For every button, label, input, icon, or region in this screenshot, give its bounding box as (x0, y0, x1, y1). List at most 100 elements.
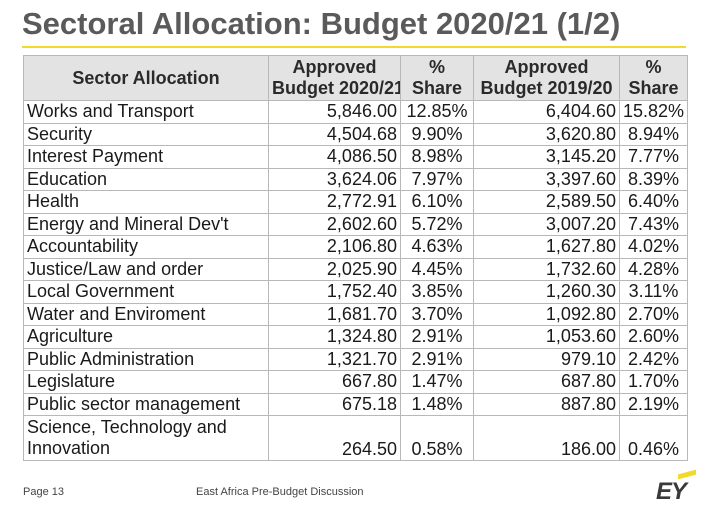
share-2021: 6.10% (400, 190, 474, 214)
sector-name: Public sector management (23, 392, 269, 416)
share-2021: 8.98% (400, 145, 474, 169)
page-number: Page 13 (23, 486, 64, 498)
budget-2020: 3,145.20 (473, 145, 620, 169)
budget-2020: 6,404.60 (473, 100, 620, 124)
share-2021: 3.85% (400, 280, 474, 304)
sector-name: Energy and Mineral Dev't (23, 212, 269, 236)
table-row: Accountability 2,106.80 4.63% 1,627.80 4… (23, 235, 688, 259)
header-share-2020: % Share (619, 55, 688, 101)
budget-2021: 2,602.60 (268, 212, 401, 236)
table-row: Interest Payment 4,086.50 8.98% 3,145.20… (23, 145, 688, 169)
budget-2020: 1,092.80 (473, 302, 620, 326)
sector-name: Education (23, 167, 269, 191)
budget-2020: 3,620.80 (473, 122, 620, 146)
budget-2020: 1,260.30 (473, 280, 620, 304)
sector-name: Water and Enviroment (23, 302, 269, 326)
budget-2020: 3,397.60 (473, 167, 620, 191)
budget-2020: 1,732.60 (473, 257, 620, 281)
share-2021: 2.91% (400, 347, 474, 371)
table-row: Works and Transport 5,846.00 12.85% 6,40… (23, 100, 688, 124)
budget-2021: 675.18 (268, 392, 401, 416)
share-2021: 7.97% (400, 167, 474, 191)
share-2020: 4.28% (619, 257, 688, 281)
budget-2021: 264.50 (268, 415, 401, 461)
budget-2020: 1,627.80 (473, 235, 620, 259)
budget-2021: 5,846.00 (268, 100, 401, 124)
table-header-row: Sector Allocation Approved Budget 2020/21… (23, 55, 688, 101)
table-row: Justice/Law and order 2,025.90 4.45% 1,7… (23, 257, 688, 281)
share-2021: 0.58% (400, 415, 474, 461)
budget-2020: 2,589.50 (473, 190, 620, 214)
share-2020: 1.70% (619, 370, 688, 394)
share-2020: 15.82% (619, 100, 688, 124)
share-2020: 7.43% (619, 212, 688, 236)
share-2020: 2.60% (619, 325, 688, 349)
share-2021: 2.91% (400, 325, 474, 349)
table-row: Public sector management 675.18 1.48% 88… (23, 392, 688, 416)
sector-name: Security (23, 122, 269, 146)
sector-name: Justice/Law and order (23, 257, 269, 281)
title-underline (22, 46, 686, 48)
budget-2021: 1,752.40 (268, 280, 401, 304)
table-row: Water and Enviroment 1,681.70 3.70% 1,09… (23, 302, 688, 326)
share-2020: 2.70% (619, 302, 688, 326)
budget-2020: 979.10 (473, 347, 620, 371)
budget-2021: 1,321.70 (268, 347, 401, 371)
budget-2020: 1,053.60 (473, 325, 620, 349)
header-approved-2020: Approved Budget 2019/20 (473, 55, 620, 101)
budget-2021: 4,504.68 (268, 122, 401, 146)
share-2020: 2.19% (619, 392, 688, 416)
share-2021: 5.72% (400, 212, 474, 236)
share-2020: 3.11% (619, 280, 688, 304)
table-row: Local Government 1,752.40 3.85% 1,260.30… (23, 280, 688, 304)
budget-2021: 1,324.80 (268, 325, 401, 349)
sector-name: Agriculture (23, 325, 269, 349)
share-2021: 12.85% (400, 100, 474, 124)
share-2020: 8.39% (619, 167, 688, 191)
sector-name: Works and Transport (23, 100, 269, 124)
share-2020: 2.42% (619, 347, 688, 371)
share-2021: 1.47% (400, 370, 474, 394)
table-row: Science, Technology and Innovation 264.5… (23, 415, 688, 461)
table-row: Public Administration 1,321.70 2.91% 979… (23, 347, 688, 371)
sector-name: Interest Payment (23, 145, 269, 169)
share-2021: 4.45% (400, 257, 474, 281)
table-row: Education 3,624.06 7.97% 3,397.60 8.39% (23, 167, 688, 191)
budget-2020: 186.00 (473, 415, 620, 461)
ey-logo: EY (656, 478, 687, 505)
table-row: Legislature 667.80 1.47% 687.80 1.70% (23, 370, 688, 394)
budget-2021: 667.80 (268, 370, 401, 394)
budget-2020: 687.80 (473, 370, 620, 394)
sector-name: Legislature (23, 370, 269, 394)
share-2021: 4.63% (400, 235, 474, 259)
share-2021: 3.70% (400, 302, 474, 326)
share-2021: 1.48% (400, 392, 474, 416)
budget-2021: 2,106.80 (268, 235, 401, 259)
footer-caption: East Africa Pre-Budget Discussion (196, 486, 364, 498)
page-title: Sectoral Allocation: Budget 2020/21 (1/2… (22, 6, 621, 41)
sector-name: Science, Technology and Innovation (23, 415, 269, 461)
share-2020: 7.77% (619, 145, 688, 169)
budget-2021: 3,624.06 (268, 167, 401, 191)
sector-name: Accountability (23, 235, 269, 259)
sector-name: Local Government (23, 280, 269, 304)
sector-name: Health (23, 190, 269, 214)
share-2020: 6.40% (619, 190, 688, 214)
budget-2021: 1,681.70 (268, 302, 401, 326)
budget-2020: 887.80 (473, 392, 620, 416)
share-2021: 9.90% (400, 122, 474, 146)
budget-2021: 2,025.90 (268, 257, 401, 281)
budget-2021: 2,772.91 (268, 190, 401, 214)
header-share-2021: % Share (400, 55, 474, 101)
share-2020: 0.46% (619, 415, 688, 461)
budget-2021: 4,086.50 (268, 145, 401, 169)
share-2020: 4.02% (619, 235, 688, 259)
sector-name: Public Administration (23, 347, 269, 371)
header-sector: Sector Allocation (23, 55, 269, 101)
table-row: Energy and Mineral Dev't 2,602.60 5.72% … (23, 212, 688, 236)
table-row: Security 4,504.68 9.90% 3,620.80 8.94% (23, 122, 688, 146)
sector-allocation-table: Sector Allocation Approved Budget 2020/21… (23, 55, 688, 461)
budget-2020: 3,007.20 (473, 212, 620, 236)
table-row: Agriculture 1,324.80 2.91% 1,053.60 2.60… (23, 325, 688, 349)
table-row: Health 2,772.91 6.10% 2,589.50 6.40% (23, 190, 688, 214)
